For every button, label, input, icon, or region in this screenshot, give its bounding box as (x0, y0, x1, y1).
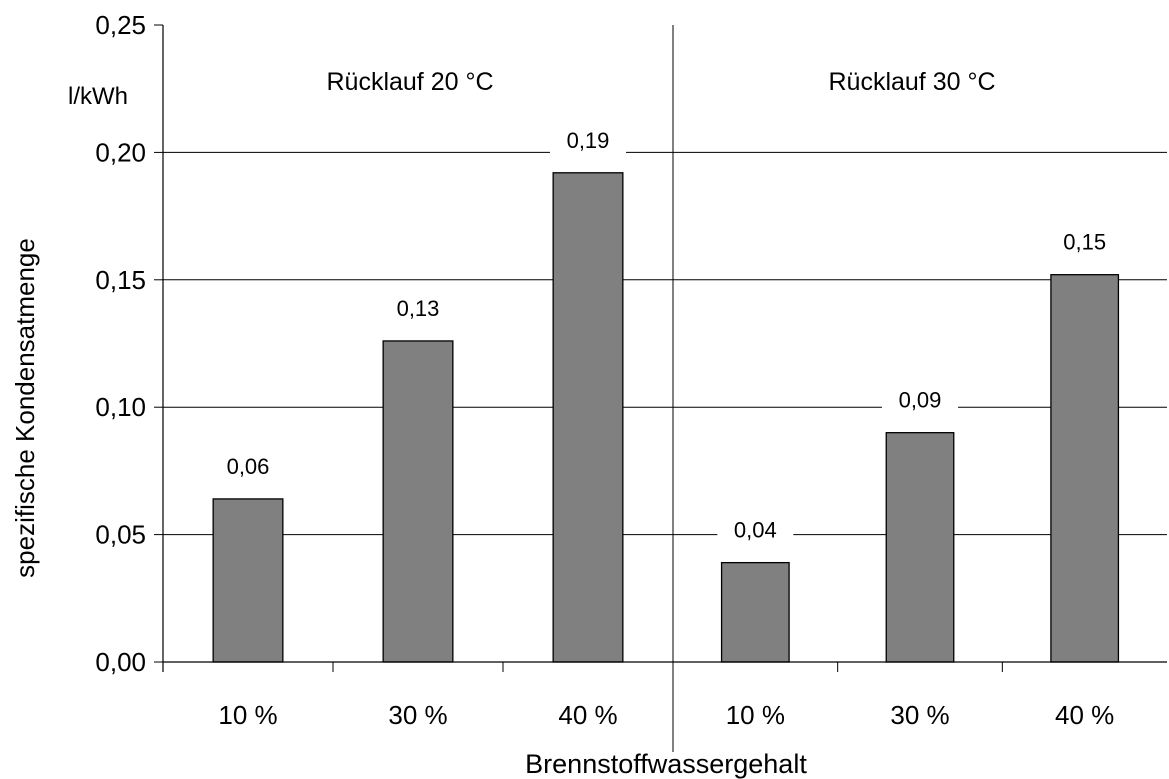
bar (212, 498, 284, 663)
x-tick-label: 10 % (218, 700, 277, 730)
bar (720, 561, 790, 663)
data-label-bg (1046, 228, 1123, 256)
data-label-bg (550, 126, 626, 154)
data-label: 0,06 (227, 454, 270, 479)
panel-title: Rücklauf 30 °C (828, 68, 995, 96)
data-label: 0,19 (567, 128, 610, 153)
bar (382, 340, 454, 663)
bar (1050, 274, 1120, 663)
bar-layer (212, 172, 1120, 663)
grid-layer (163, 151, 1167, 536)
x-tick-label: 30 % (388, 700, 447, 730)
y-tick-label: 0,00 (95, 647, 146, 677)
data-label-bg (717, 516, 794, 544)
x-tick-label: 40 % (1055, 700, 1114, 730)
x-tick-label: 30 % (890, 700, 949, 730)
y-tick-label: 0,10 (95, 392, 146, 422)
data-label: 0,15 (1063, 230, 1106, 255)
x-tick-label: 40 % (558, 700, 617, 730)
y-axis-unit: l/kWh (68, 83, 128, 110)
bar (885, 432, 955, 663)
x-tick-label: 10 % (726, 700, 785, 730)
y-tick-label: 0,05 (95, 520, 146, 550)
data-label: 0,09 (899, 388, 942, 413)
y-axis-label: spezifische Kondensatmenge (10, 238, 40, 578)
data-label: 0,13 (397, 296, 440, 321)
axis-layer (154, 24, 1167, 752)
y-tick-label: 0,25 (95, 10, 146, 40)
y-tick-label: 0,15 (95, 265, 146, 295)
data-label-bg (380, 294, 456, 322)
data-label: 0,04 (734, 518, 777, 543)
text-layer: 0,00 0,05 0,10 0,15 0,20 0,25 Rücklauf 20 °C 0,… (10, 10, 1123, 779)
y-tick-label: 0,20 (95, 137, 146, 167)
panel-title: Rücklauf 20 °C (326, 68, 493, 96)
data-label-bg (882, 386, 958, 414)
bar (552, 172, 624, 663)
data-label-bg (210, 452, 286, 480)
x-axis-label: Brennstoffwassergehalt (525, 749, 807, 779)
